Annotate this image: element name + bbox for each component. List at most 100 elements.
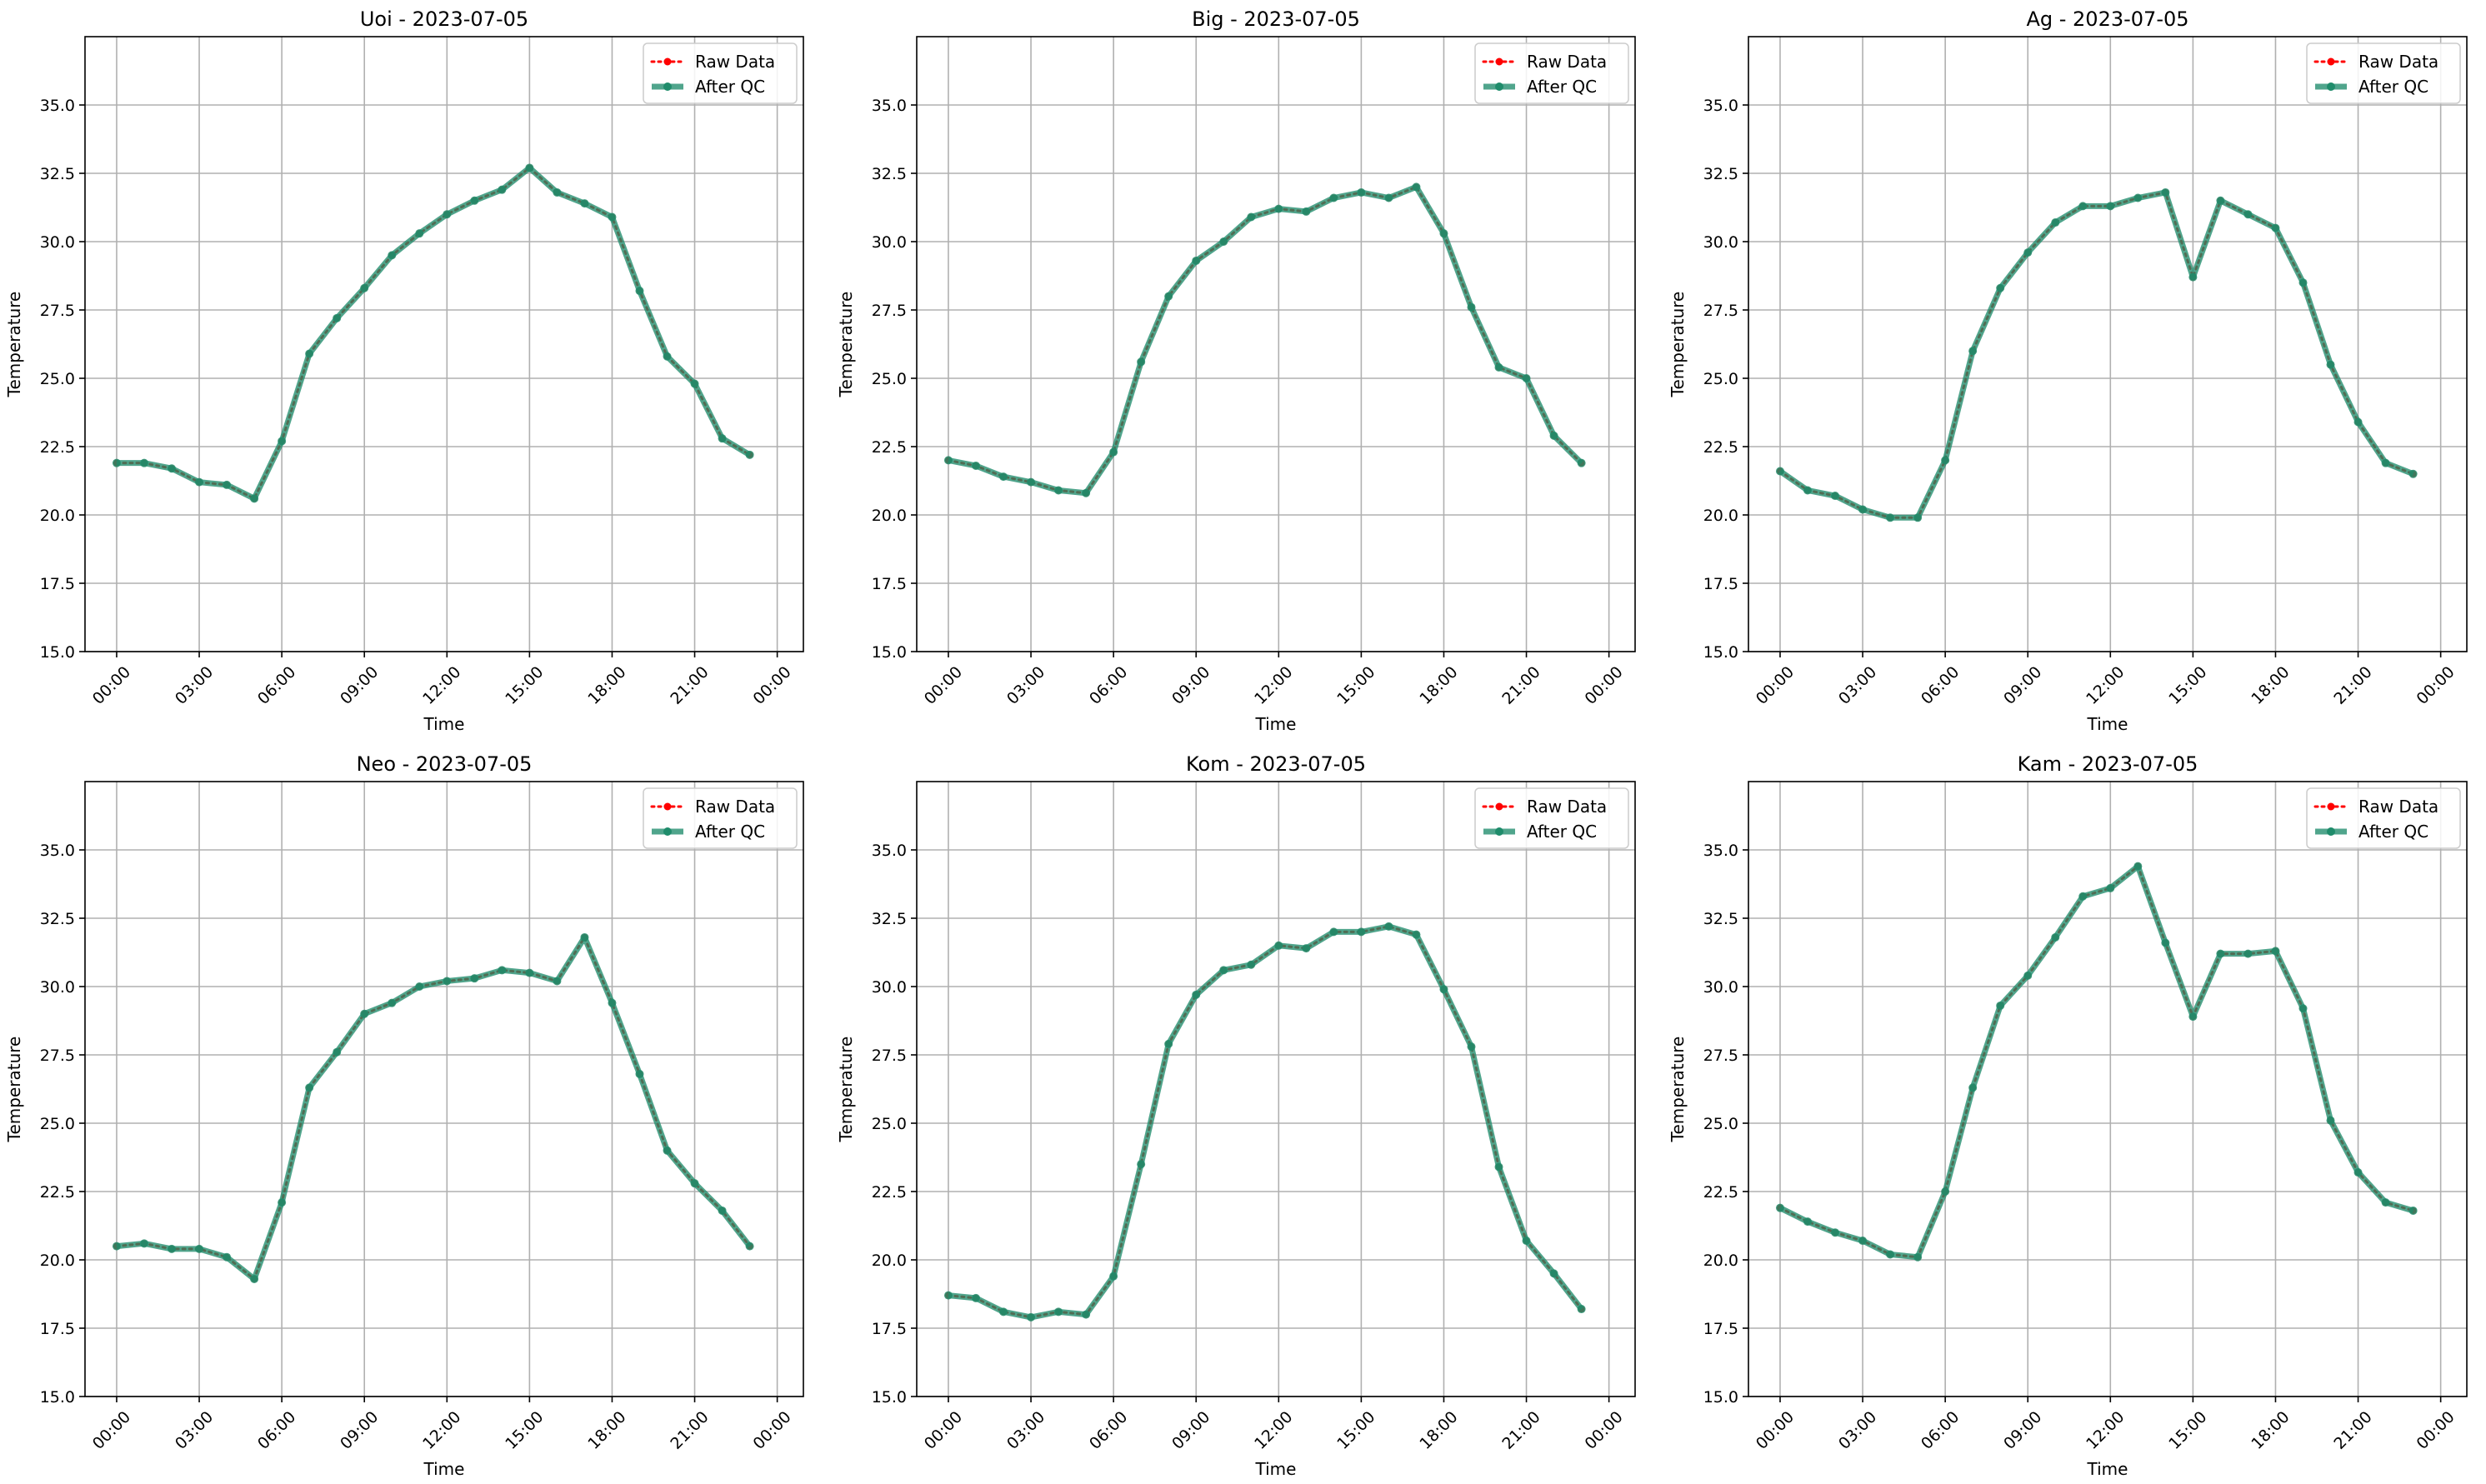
- after-qc-point: [2051, 932, 2060, 942]
- legend-raw-marker: [2327, 57, 2335, 66]
- after-qc-point: [1522, 374, 1531, 382]
- y-tick-label: 17.5: [1703, 575, 1738, 593]
- y-tick-label: 30.0: [40, 233, 75, 252]
- after-qc-point: [1302, 944, 1311, 953]
- after-qc-point: [1886, 1250, 1895, 1259]
- after-qc-point: [2298, 278, 2308, 287]
- after-qc-point: [498, 966, 507, 975]
- after-qc-point: [195, 1244, 204, 1253]
- after-qc-point: [2298, 1004, 2308, 1013]
- after-qc-point: [1219, 966, 1228, 975]
- x-tick-label: 21:00: [667, 1408, 712, 1453]
- legend-label: Raw Data: [2358, 797, 2438, 817]
- y-tick-label: 15.0: [1703, 643, 1738, 662]
- after-qc-point: [635, 1069, 644, 1078]
- after-qc-point: [250, 1274, 259, 1283]
- after-qc-point: [2133, 193, 2143, 202]
- after-qc-point: [1082, 488, 1091, 497]
- after-qc-point: [443, 977, 452, 986]
- y-axis-label: Temperature: [4, 292, 24, 398]
- legend-label: After QC: [695, 77, 765, 97]
- y-tick-label: 25.0: [40, 1115, 75, 1133]
- x-tick-label: 00:00: [89, 1408, 134, 1453]
- after-qc-point: [443, 210, 452, 219]
- y-tick-label: 27.5: [872, 1047, 907, 1065]
- x-tick-label: 06:00: [254, 663, 299, 708]
- x-tick-label: 15:00: [2165, 1408, 2210, 1453]
- x-tick-label: 00:00: [749, 1408, 794, 1453]
- after-qc-point: [1109, 1272, 1118, 1281]
- after-qc-point: [553, 187, 562, 197]
- after-qc-point: [2326, 360, 2335, 369]
- after-qc-point: [1775, 1203, 1784, 1212]
- x-tick-label: 12:00: [419, 663, 464, 708]
- legend-qc-marker: [2327, 827, 2335, 836]
- after-qc-point: [1858, 1237, 1868, 1246]
- legend: Raw Data After QC: [2306, 42, 2461, 104]
- y-tick-label: 15.0: [40, 1388, 75, 1407]
- after-qc-point: [2106, 202, 2115, 211]
- x-tick-label: 03:00: [1003, 663, 1048, 708]
- after-qc-point: [223, 480, 232, 489]
- axes-frame: [916, 36, 1636, 652]
- x-tick-label: 15:00: [2165, 663, 2210, 708]
- legend-qc-marker: [1495, 827, 1503, 836]
- after-qc-point: [580, 199, 589, 208]
- y-tick-label: 35.0: [40, 842, 75, 860]
- legend-raw-marker: [663, 802, 672, 811]
- y-tick-label: 15.0: [40, 643, 75, 662]
- panel-title: Neo - 2023-07-05: [357, 752, 533, 776]
- after-qc-point: [2023, 971, 2033, 980]
- after-qc-point: [388, 251, 397, 260]
- after-qc-point: [2133, 862, 2143, 871]
- after-qc-point: [1494, 1162, 1503, 1172]
- y-tick-label: 22.5: [872, 438, 907, 457]
- after-qc-point: [525, 163, 534, 172]
- legend-label: Raw Data: [695, 797, 775, 817]
- after-qc-point: [1247, 212, 1256, 222]
- after-qc-point: [2271, 223, 2280, 232]
- x-axis-label: Time: [1255, 714, 1297, 734]
- after-qc-point: [690, 379, 699, 388]
- x-tick-label: 21:00: [2330, 1408, 2375, 1453]
- after-qc-point: [2216, 949, 2225, 958]
- after-qc-point: [1831, 492, 1840, 501]
- after-qc-point: [278, 1198, 287, 1207]
- after-qc-point: [1549, 1269, 1558, 1278]
- after-qc-point: [608, 998, 617, 1007]
- x-tick-label: 15:00: [1333, 663, 1378, 708]
- y-tick-label: 17.5: [1703, 1320, 1738, 1338]
- legend-label: After QC: [1527, 77, 1597, 97]
- after-qc-point: [1467, 1042, 1476, 1052]
- legend-qc-marker: [663, 82, 672, 91]
- y-tick-label: 30.0: [40, 978, 75, 997]
- after-qc-point: [2216, 196, 2225, 205]
- after-qc-point: [168, 1244, 177, 1253]
- y-axis-label: Temperature: [1668, 292, 1688, 398]
- after-qc-point: [1803, 1217, 1813, 1227]
- after-qc-point: [305, 1083, 314, 1092]
- legend-label: Raw Data: [1527, 797, 1607, 817]
- y-tick-label: 25.0: [1703, 1115, 1738, 1133]
- y-tick-label: 35.0: [872, 97, 907, 115]
- after-qc-point: [718, 434, 727, 443]
- after-qc-point: [1384, 922, 1393, 931]
- after-qc-point: [140, 458, 149, 467]
- after-qc-point: [1941, 1187, 1950, 1196]
- x-tick-label: 12:00: [1251, 1408, 1296, 1453]
- y-axis-label: Temperature: [836, 1037, 856, 1143]
- after-qc-point: [250, 494, 259, 503]
- y-tick-label: 25.0: [1703, 370, 1738, 388]
- after-qc-point: [2408, 469, 2418, 478]
- legend-qc-marker: [663, 827, 672, 836]
- x-tick-label: 15:00: [502, 663, 547, 708]
- after-qc-point: [2353, 1168, 2363, 1177]
- y-tick-label: 15.0: [1703, 1388, 1738, 1407]
- y-tick-label: 22.5: [1703, 1183, 1738, 1202]
- after-qc-point: [1192, 256, 1201, 265]
- y-axis-label: Temperature: [836, 292, 856, 398]
- after-qc-point: [635, 287, 644, 296]
- after-qc-point: [1913, 513, 1923, 522]
- after-qc-point: [972, 461, 981, 470]
- x-tick-label: 21:00: [667, 663, 712, 708]
